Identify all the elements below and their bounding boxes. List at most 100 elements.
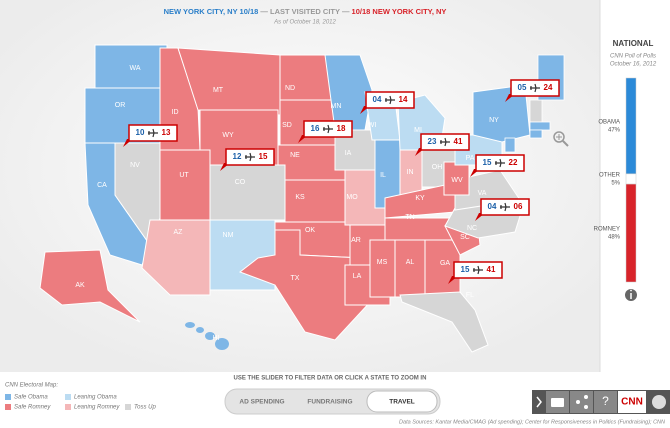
visit-callout[interactable]: 05 24 bbox=[505, 79, 560, 102]
toolbar-arrow[interactable] bbox=[536, 396, 542, 408]
visit-callout[interactable]: 04 06 bbox=[475, 198, 530, 221]
state-label: CA bbox=[97, 182, 107, 189]
visit-callout[interactable]: 23 41 bbox=[415, 133, 470, 156]
state-label: NC bbox=[467, 225, 477, 232]
extra-icon[interactable] bbox=[652, 395, 666, 409]
visit-callout[interactable]: 15 41 bbox=[448, 261, 503, 284]
small-state bbox=[529, 121, 551, 131]
plane-icon bbox=[323, 124, 333, 134]
tab-label[interactable]: AD SPENDING bbox=[239, 399, 284, 406]
state-label: LA bbox=[353, 273, 362, 280]
zoom-icon[interactable] bbox=[553, 131, 569, 147]
visit-right: 41 bbox=[454, 137, 463, 146]
legend-swatch bbox=[65, 394, 71, 400]
state-label: NY bbox=[489, 117, 499, 124]
visit-left: 16 bbox=[311, 124, 320, 133]
state-label: IA bbox=[345, 150, 352, 157]
state-label: FL bbox=[466, 292, 474, 299]
visit-callout[interactable]: 04 14 bbox=[360, 91, 415, 114]
state[interactable] bbox=[394, 239, 426, 298]
visit-callout[interactable]: 12 15 bbox=[220, 148, 275, 171]
visit-callout[interactable]: 10 13 bbox=[123, 124, 178, 147]
state-label: NE bbox=[290, 152, 300, 159]
info-icon-dot bbox=[630, 289, 632, 292]
plane-icon bbox=[385, 95, 395, 105]
legend-label: Safe Obama bbox=[14, 395, 48, 401]
help-button[interactable] bbox=[594, 391, 617, 413]
state-label: WI bbox=[368, 122, 377, 129]
camera-glyph bbox=[551, 398, 564, 407]
visit-left: 10 bbox=[136, 128, 145, 137]
plane-icon bbox=[148, 128, 158, 138]
state-label: MO bbox=[346, 194, 358, 201]
visit-right: 18 bbox=[337, 124, 346, 133]
visit-right: 13 bbox=[162, 128, 171, 137]
poll-date: October 16, 2012 bbox=[610, 62, 657, 68]
poll-segment bbox=[625, 173, 637, 185]
poll-value: 47% bbox=[608, 128, 621, 134]
state-label: OK bbox=[305, 227, 315, 234]
state[interactable] bbox=[369, 239, 396, 298]
state[interactable] bbox=[94, 44, 168, 91]
state-label: SC bbox=[460, 234, 470, 241]
state-label: TN bbox=[405, 214, 414, 221]
legend-title: CNN Electoral Map: bbox=[5, 383, 58, 389]
state[interactable] bbox=[209, 164, 286, 221]
legend-label: Safe Romney bbox=[14, 405, 51, 411]
poll-name: OTHER bbox=[599, 173, 621, 179]
current-city: NEW YORK CITY, NY 10/18 bbox=[164, 7, 259, 16]
poll-segment bbox=[625, 77, 637, 175]
legend-swatch bbox=[5, 404, 11, 410]
header-date: As of October 18, 2012 bbox=[273, 20, 336, 26]
state-label: OR bbox=[115, 102, 126, 109]
plane-icon bbox=[245, 152, 255, 162]
poll-title: NATIONAL bbox=[613, 39, 654, 48]
visit-left: 12 bbox=[233, 152, 242, 161]
state[interactable] bbox=[334, 129, 378, 171]
state-label: KY bbox=[415, 195, 425, 202]
poll-name: OBAMA bbox=[598, 120, 620, 126]
state-label: UT bbox=[179, 172, 189, 179]
state[interactable] bbox=[39, 249, 141, 323]
state[interactable] bbox=[238, 229, 373, 341]
state-label: NM bbox=[223, 232, 234, 239]
state-label: ND bbox=[285, 85, 295, 92]
state-label: AK bbox=[75, 282, 85, 289]
visit-left: 15 bbox=[483, 158, 492, 167]
state-label: IN bbox=[407, 169, 414, 176]
poll-segment bbox=[625, 183, 637, 283]
visit-right: 22 bbox=[509, 158, 518, 167]
poll-subtitle: CNN Poll of Polls bbox=[610, 54, 656, 60]
state[interactable] bbox=[159, 149, 211, 221]
state-label: WY bbox=[222, 132, 234, 139]
plane-icon bbox=[530, 83, 540, 93]
state[interactable] bbox=[215, 338, 229, 350]
legend-swatch bbox=[5, 394, 11, 400]
tab-label[interactable]: FUNDRAISING bbox=[307, 399, 352, 406]
legend-swatch bbox=[125, 404, 131, 410]
visit-callout[interactable]: 15 22 bbox=[470, 154, 525, 177]
share-button[interactable] bbox=[570, 391, 593, 413]
visit-right: 15 bbox=[259, 152, 268, 161]
state-label: AZ bbox=[174, 229, 184, 236]
cnn-logo: CNN bbox=[621, 397, 643, 408]
tab-label[interactable]: TRAVEL bbox=[389, 399, 415, 406]
state[interactable] bbox=[399, 291, 489, 353]
instruction: USE THE SLIDER TO FILTER DATA OR CLICK A… bbox=[234, 376, 427, 382]
state[interactable] bbox=[205, 332, 215, 340]
state[interactable] bbox=[141, 219, 211, 296]
state-label: KS bbox=[295, 194, 305, 201]
state[interactable] bbox=[185, 322, 195, 328]
small-state bbox=[529, 99, 543, 123]
state[interactable] bbox=[443, 161, 470, 196]
state[interactable] bbox=[196, 327, 204, 333]
poll-name: ROMNEY bbox=[594, 227, 620, 233]
visit-callout[interactable]: 16 18 bbox=[298, 120, 353, 143]
small-state bbox=[504, 137, 516, 153]
state-label: WA bbox=[129, 65, 140, 72]
state-label: TX bbox=[291, 275, 300, 282]
visit-left: 05 bbox=[518, 83, 527, 92]
visit-right: 06 bbox=[514, 202, 523, 211]
state-label: AR bbox=[351, 237, 361, 244]
visit-left: 04 bbox=[488, 202, 497, 211]
